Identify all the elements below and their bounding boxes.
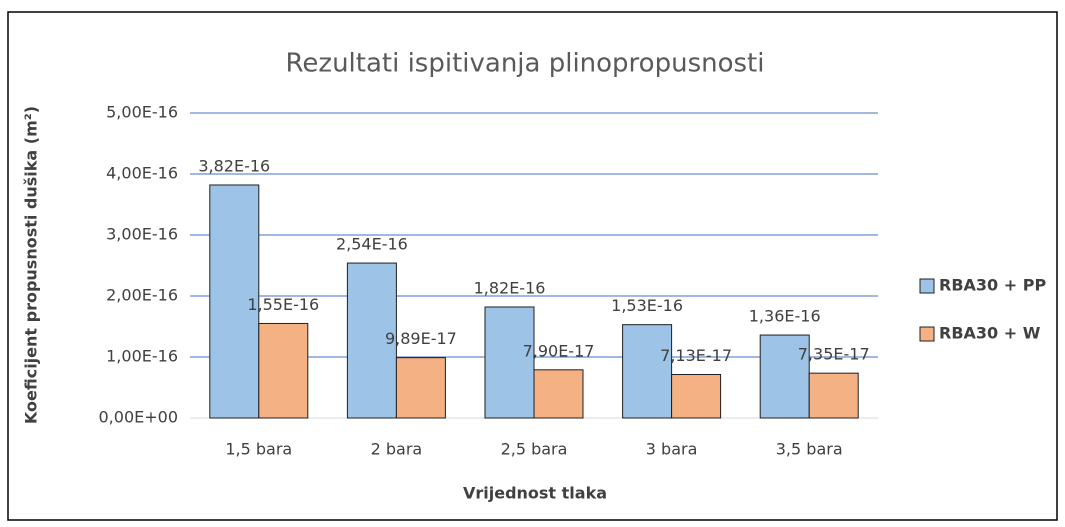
x-tick-label: 3 bara	[646, 440, 698, 459]
bar	[759, 334, 810, 419]
bar	[484, 306, 535, 419]
y-tick-label: 4,00E-16	[106, 164, 178, 183]
value-label: 7,13E-17	[660, 346, 732, 365]
y-tick-label: 3,00E-16	[106, 225, 178, 244]
value-label: 1,36E-16	[749, 307, 821, 326]
x-axis-title: Vrijednost tlaka	[463, 484, 607, 503]
value-label: 2,54E-16	[336, 235, 408, 254]
y-axis-title: Koeficijent propusnosti dušika (m²)	[22, 106, 41, 424]
bar	[533, 369, 584, 419]
value-label: 1,53E-16	[611, 296, 683, 315]
value-label: 1,55E-16	[247, 295, 319, 314]
chart-frame	[7, 11, 1058, 521]
bar	[395, 357, 446, 419]
value-label: 7,35E-17	[798, 345, 870, 364]
legend-swatch	[919, 326, 935, 342]
bar	[671, 374, 722, 419]
x-tick-label: 2,5 bara	[501, 440, 568, 459]
x-tick-label: 3,5 bara	[776, 440, 843, 459]
legend-label: RBA30 + PP	[939, 276, 1046, 295]
legend-label: RBA30 + W	[939, 324, 1041, 343]
y-tick-label: 0,00E+00	[99, 408, 179, 427]
bar	[622, 324, 673, 419]
bar	[346, 262, 397, 419]
chart-title: Rezultati ispitivanja plinopropusnosti	[286, 49, 765, 79]
bar	[258, 322, 309, 419]
bar	[808, 372, 859, 419]
value-label: 3,82E-16	[198, 156, 270, 175]
bar	[209, 184, 260, 419]
y-tick-label: 5,00E-16	[106, 103, 178, 122]
legend-swatch	[919, 278, 935, 294]
x-tick-label: 2 bara	[371, 440, 423, 459]
y-tick-label: 1,00E-16	[106, 347, 178, 366]
value-label: 1,82E-16	[474, 278, 546, 297]
value-label: 9,89E-17	[385, 329, 457, 348]
x-tick-label: 1,5 bara	[225, 440, 292, 459]
y-tick-label: 2,00E-16	[106, 286, 178, 305]
value-label: 7,90E-17	[523, 341, 595, 360]
